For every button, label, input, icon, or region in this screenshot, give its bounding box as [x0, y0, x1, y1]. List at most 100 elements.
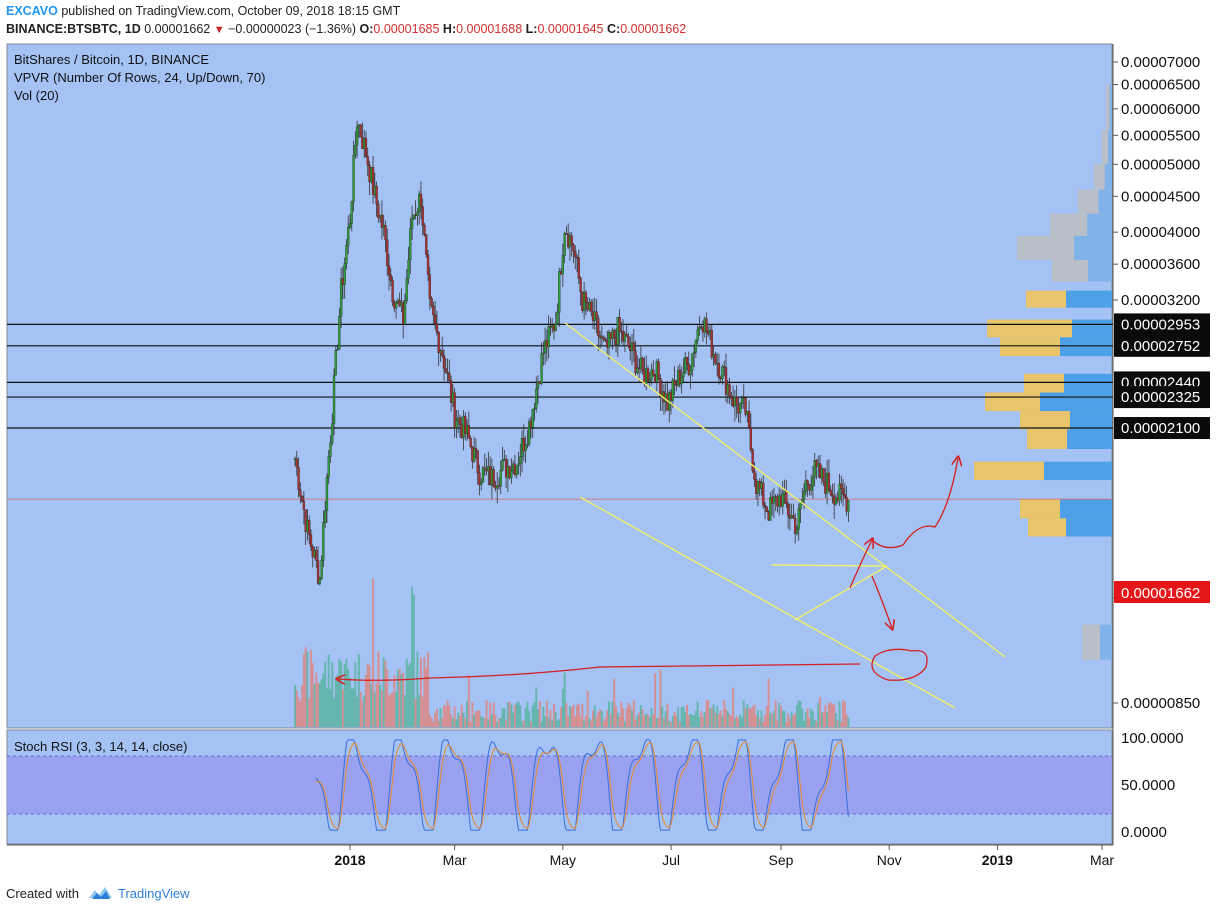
volume-bar — [476, 711, 479, 727]
volume-bar — [829, 702, 832, 727]
candle-body — [332, 375, 336, 424]
created-with-label: Created with — [6, 886, 79, 901]
candle-body — [696, 329, 699, 341]
candle-body — [597, 318, 600, 336]
volume-bar — [645, 713, 648, 727]
candle-body — [673, 379, 676, 385]
volume-bar — [522, 720, 525, 727]
candle-body — [556, 312, 559, 324]
volume-bar — [497, 718, 500, 727]
candle-body — [641, 358, 644, 371]
candle-body — [384, 224, 387, 240]
volume-bar — [357, 654, 360, 727]
volume-bar — [345, 658, 348, 727]
candle-body — [632, 342, 635, 351]
volume-bar — [632, 700, 635, 727]
volume-bar — [625, 707, 628, 727]
volume-bar — [767, 678, 770, 727]
volume-bar — [716, 706, 719, 727]
volume-bar — [450, 714, 453, 727]
volume-bar — [448, 705, 451, 727]
candle-body — [547, 326, 550, 348]
publish-header: EXCAVO published on TradingView.com, Oct… — [6, 4, 400, 18]
candle-body — [412, 214, 416, 219]
price-chart[interactable]: 0.00007000 0.00006500 0.00006000 0.00005500… — [0, 0, 1219, 880]
candle-body — [437, 331, 440, 354]
candle-body — [623, 334, 627, 342]
candle-body — [577, 257, 580, 279]
close-value: 0.00001662 — [620, 22, 687, 36]
volume-bar — [299, 701, 302, 727]
volume-bar — [611, 701, 614, 727]
stoch-k-line — [315, 739, 849, 831]
volume-bar — [315, 672, 318, 727]
volume-bar — [552, 704, 555, 727]
volume-bar — [554, 711, 557, 727]
volume-bar — [313, 684, 316, 727]
vpvr-up-row — [1060, 499, 1112, 519]
candle-body — [458, 417, 462, 425]
candle-body — [481, 467, 485, 483]
price-tick-label: 0.00005000 — [1121, 156, 1200, 173]
volume-bar — [842, 700, 845, 727]
channel-annotations — [564, 322, 1006, 709]
volume-bar — [840, 721, 843, 727]
volume-bar — [306, 651, 309, 727]
volume-bar — [373, 692, 376, 727]
candle-body — [685, 357, 689, 364]
volume-bar — [599, 709, 602, 727]
volume-bar — [499, 717, 502, 727]
vpvr-dim-up-row — [1087, 213, 1112, 236]
author-name[interactable]: EXCAVO — [6, 4, 58, 18]
volume-bar — [544, 716, 547, 727]
candle-body — [692, 352, 696, 354]
low-label: L: — [525, 22, 538, 36]
volume-bar — [615, 706, 618, 727]
candle-body — [772, 496, 776, 504]
candle-body — [613, 330, 616, 338]
price-pane[interactable] — [6, 43, 1113, 729]
volume-bar — [398, 668, 401, 727]
volume-bar — [375, 683, 378, 727]
candle-body — [345, 245, 348, 264]
triangle-bottom-line — [794, 565, 888, 621]
volume-bar — [529, 721, 532, 727]
volume-bar — [443, 705, 446, 727]
volume-bar — [512, 712, 515, 727]
candle-body — [496, 485, 499, 489]
level-tag-label: 0.00002325 — [1121, 389, 1200, 406]
volume-bar — [833, 704, 836, 727]
candle-body — [813, 460, 816, 478]
volume-bar — [655, 717, 658, 727]
candle-body — [847, 500, 850, 512]
candle-body — [526, 444, 529, 446]
volume-bar — [764, 714, 767, 727]
candle-body — [405, 278, 408, 301]
tradingview-brand[interactable]: TradingView — [118, 886, 190, 901]
volume-bar — [629, 705, 632, 727]
candle-body — [794, 518, 797, 534]
candle-body — [802, 491, 806, 500]
volume-bar — [661, 706, 664, 727]
candle-body — [572, 244, 575, 252]
volume-bar — [446, 700, 449, 727]
candle-body — [558, 271, 561, 313]
volume-bar — [304, 647, 307, 727]
vpvr-dim-row — [1106, 84, 1112, 130]
vpvr-down-row — [1020, 499, 1060, 519]
level-tag-label: 0.00002953 — [1121, 316, 1200, 333]
candle-body — [595, 311, 598, 319]
volume-bar — [696, 702, 699, 727]
candle-body — [710, 330, 713, 358]
volume-bar — [492, 702, 495, 727]
candle-body — [320, 559, 323, 579]
volume-bar — [606, 710, 609, 727]
volume-bar — [325, 687, 328, 727]
volume-bar — [473, 715, 476, 727]
candle-body — [785, 490, 788, 505]
candle-body — [524, 444, 527, 452]
volume-bar — [804, 711, 807, 727]
time-tick-label: Sep — [769, 852, 794, 868]
price-change: −0.00000023 (−1.36%) — [228, 22, 357, 36]
volume-bar — [746, 704, 749, 727]
